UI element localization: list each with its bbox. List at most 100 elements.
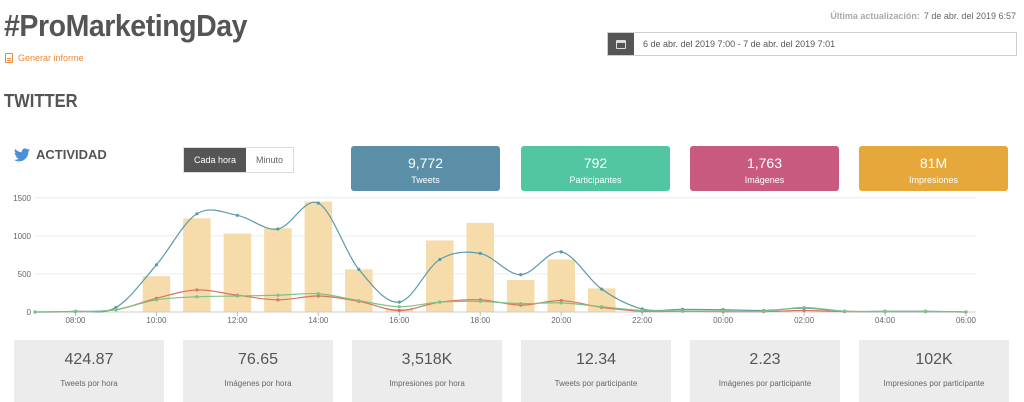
series-point xyxy=(316,292,320,296)
series-point xyxy=(762,309,766,313)
series-point xyxy=(721,309,725,313)
bar xyxy=(264,228,292,312)
metric-images-per-hour: 76.65 Imágenes por hora xyxy=(183,340,333,402)
x-tick-label: 20:00 xyxy=(551,316,572,325)
stat-card-tweets: 9,772 Tweets xyxy=(351,146,500,191)
y-tick-label: 1500 xyxy=(13,194,31,203)
series-point xyxy=(842,309,847,313)
section-title: TWITTER xyxy=(4,91,78,111)
series-point xyxy=(640,308,644,313)
calendar-button[interactable] xyxy=(608,33,634,55)
x-tick-label: 08:00 xyxy=(65,316,86,325)
series-point xyxy=(195,288,199,292)
stat-card-images: 1,763 Imágenes xyxy=(690,146,839,191)
activity-chart: 0 500 1000 1500 08:00 10:00 12:00 14:00 16:00 18:… xyxy=(13,194,976,325)
series-point xyxy=(923,310,928,314)
stat-label: Imágenes xyxy=(744,175,785,185)
series-point xyxy=(883,310,887,314)
metric-value: 424.87 xyxy=(64,351,114,368)
series-point xyxy=(519,302,523,306)
series-point xyxy=(114,308,118,312)
metric-value: 102K xyxy=(915,351,953,368)
bar xyxy=(345,269,373,312)
metric-label: Imágenes por participante xyxy=(718,379,812,388)
series-point xyxy=(397,300,401,304)
bar xyxy=(142,276,171,312)
activity-title: ACTIVIDAD xyxy=(36,147,107,162)
last-update-value: 7 de abr. del 2019 6:57 xyxy=(923,11,1016,21)
stat-label: Participantes xyxy=(569,175,622,185)
metric-tweets-per-participant: 12.34 Tweets por participante xyxy=(521,340,671,402)
stat-value: 81M xyxy=(919,155,948,171)
series-point xyxy=(964,310,968,314)
series-point xyxy=(154,298,159,302)
series-point xyxy=(276,227,280,231)
bar xyxy=(506,280,535,312)
activity-header: ACTIVIDAD xyxy=(14,147,107,162)
series-point xyxy=(478,299,482,303)
stat-value: 792 xyxy=(583,155,608,171)
series-point xyxy=(195,295,199,299)
series-point xyxy=(600,287,604,291)
metric-value: 12.34 xyxy=(575,351,617,368)
stat-value: 1,763 xyxy=(746,155,783,171)
series-point xyxy=(681,309,685,313)
last-update: Última actualización: 7 de abr. del 2019 … xyxy=(830,11,1016,21)
series-point xyxy=(33,310,37,314)
y-tick-label: 1000 xyxy=(13,232,31,241)
last-update-label: Última actualización: xyxy=(830,11,920,21)
generate-report-link[interactable]: Generar informe xyxy=(5,53,84,63)
stat-card-impressions: 81M Impresiones xyxy=(859,146,1008,191)
x-tick-label: 22:00 xyxy=(632,316,653,325)
series-point xyxy=(559,301,563,305)
stat-value: 9,772 xyxy=(407,155,444,171)
interval-toggle[interactable]: Cada hora Minuto xyxy=(183,147,295,173)
series-point xyxy=(235,213,239,217)
x-tick-label: 14:00 xyxy=(308,316,329,325)
metric-label: Impresiones por hora xyxy=(389,379,465,388)
metric-label: Tweets por participante xyxy=(554,379,638,388)
series-point xyxy=(276,293,280,297)
series-point xyxy=(316,294,320,298)
metric-value: 3,518K xyxy=(401,351,453,368)
metric-value: 76.65 xyxy=(237,351,279,368)
series-point xyxy=(357,267,361,271)
series-line xyxy=(34,292,967,313)
date-range-picker[interactable]: 6 de abr. del 2019 7:00 - 7 de abr. del … xyxy=(607,32,1017,56)
series-line xyxy=(34,201,967,313)
series-line xyxy=(34,289,967,313)
metric-label: Imágenes por hora xyxy=(224,379,292,388)
series-point xyxy=(73,310,78,314)
series-point xyxy=(600,305,604,309)
generate-report-label: Generar informe xyxy=(18,53,84,63)
x-tick-label: 00:00 xyxy=(713,316,734,325)
minute-toggle-button[interactable]: Minuto xyxy=(246,148,294,172)
series-point xyxy=(478,251,482,255)
x-tick-label: 12:00 xyxy=(227,316,248,325)
series-point xyxy=(235,294,239,298)
metric-images-per-participant: 2.23 Imágenes por participante xyxy=(690,340,840,402)
series-point xyxy=(114,305,118,310)
calendar-icon xyxy=(616,39,626,49)
x-tick-label: 04:00 xyxy=(875,316,896,325)
stat-card-participants: 792 Participantes xyxy=(521,146,670,191)
series-point xyxy=(559,298,563,303)
x-tick-label: 16:00 xyxy=(389,316,410,325)
series-point xyxy=(559,250,563,254)
series-point xyxy=(195,212,199,216)
metric-label: Impresiones por participante xyxy=(883,379,985,388)
hourly-toggle-button[interactable]: Cada hora xyxy=(184,148,247,172)
stat-label: Tweets xyxy=(411,175,440,185)
series-point xyxy=(438,257,442,262)
series-point xyxy=(397,305,401,309)
series-point xyxy=(357,298,361,303)
x-tick-label: 18:00 xyxy=(470,316,491,325)
document-icon xyxy=(5,53,13,63)
date-range-input[interactable]: 6 de abr. del 2019 7:00 - 7 de abr. del … xyxy=(643,39,836,49)
bar xyxy=(426,240,454,312)
series-point xyxy=(154,263,159,267)
metric-value: 2.23 xyxy=(749,351,781,368)
bar xyxy=(223,233,252,312)
series-point xyxy=(519,273,523,277)
series-point xyxy=(802,305,806,310)
